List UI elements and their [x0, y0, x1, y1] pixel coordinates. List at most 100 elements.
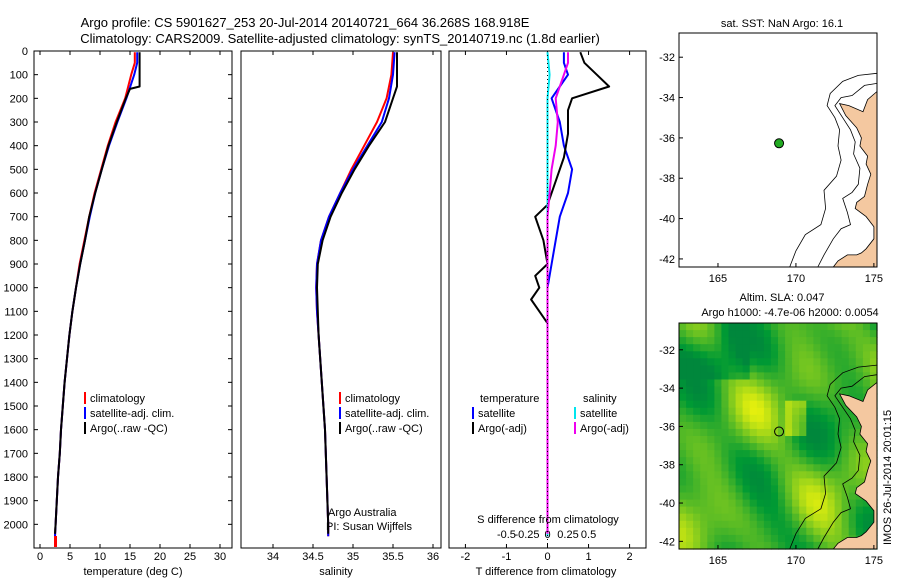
sla-cell: [679, 407, 687, 416]
sla-cell: [763, 344, 772, 352]
sla-cell: [799, 534, 807, 543]
sla-cell: [848, 443, 857, 451]
sla-cell: [693, 436, 701, 444]
y-tick-label: -40: [659, 214, 675, 226]
sla-cell: [869, 351, 878, 359]
sla-cell: [693, 478, 701, 487]
sla-cell: [792, 344, 800, 352]
y-tick-label: 1500: [4, 401, 28, 413]
sla-cell: [756, 358, 765, 366]
sla-cell: [792, 520, 800, 529]
sla-cell: [820, 344, 829, 352]
isobath-line: [817, 374, 878, 550]
sla-cell: [735, 421, 744, 430]
y-tick-label: -34: [659, 93, 675, 105]
sla-cell: [820, 492, 829, 501]
sla-cell: [834, 351, 843, 359]
sla-cell: [869, 358, 878, 366]
sla-cell: [799, 506, 807, 515]
sla-cell: [707, 492, 715, 501]
legend-swatch-climatology: [84, 392, 86, 404]
sla-cell: [792, 414, 800, 423]
sla-cell: [827, 471, 836, 479]
sla-cell: [855, 428, 864, 437]
sla-cell: [806, 527, 814, 536]
sla-cell: [679, 471, 687, 479]
sla-cell: [778, 443, 786, 451]
sla-cell: [735, 337, 744, 345]
sla-cell: [770, 485, 779, 494]
sla-cell: [735, 527, 744, 536]
altimetry-map-panel: -32 -34 -36 -38 -40 -42 165 170 175: [659, 322, 883, 567]
x-tick-label: 5: [67, 551, 73, 563]
sla-cell: [778, 485, 786, 494]
sla-cell: [735, 400, 744, 409]
sla-cell: [813, 421, 822, 430]
sla-cell: [820, 506, 829, 515]
sla-cell: [756, 344, 765, 352]
sla-cell: [728, 379, 737, 388]
sla-cell: [785, 506, 793, 515]
x-tick-label: 170: [787, 273, 805, 285]
sla-cell: [806, 344, 814, 352]
sla-cell: [749, 337, 758, 345]
sla-cell: [721, 323, 730, 331]
sla-cell: [827, 492, 836, 501]
sla-cell: [862, 499, 871, 508]
sla-cell: [820, 414, 829, 423]
sla-cell: [799, 351, 807, 359]
sla-cell: [827, 499, 836, 508]
x-tick-label: 15: [124, 551, 136, 563]
x-tick-label: 165: [709, 273, 727, 285]
sla-cell: [679, 513, 687, 522]
sla-cell: [686, 513, 694, 522]
sla-cell: [686, 344, 694, 352]
sla-cell: [813, 443, 822, 451]
y-tick-label: 1800: [4, 472, 28, 484]
sla-cell: [848, 527, 857, 536]
sla-cell: [714, 513, 723, 522]
sla-cell: [707, 464, 715, 472]
x-tick-label: 2: [627, 551, 633, 563]
sla-cell: [841, 365, 850, 374]
figure-title-line2: Climatology: CARS2009. Satellite-adjuste…: [80, 31, 600, 46]
sla-cell: [785, 499, 793, 508]
sla-cell: [855, 351, 864, 359]
sla-cell: [770, 520, 779, 529]
sla-cell: [862, 330, 871, 338]
sla-cell: [735, 358, 744, 366]
sla-cell: [778, 400, 786, 409]
legend-swatch-argo: [84, 422, 86, 434]
sla-cell: [778, 499, 786, 508]
sla-cell: [707, 506, 715, 515]
sla-cell: [770, 478, 779, 487]
sla-cell: [714, 471, 723, 479]
sla-cell: [848, 478, 857, 487]
sla-cell: [841, 428, 850, 437]
sla-cell: [742, 414, 751, 423]
sla-cell: [679, 337, 687, 345]
sla-cell: [721, 421, 730, 430]
sla-cell: [679, 428, 687, 437]
sla-cell: [707, 541, 715, 550]
sla-cell: [813, 428, 822, 437]
sla-cell: [799, 407, 807, 416]
sla-cell: [693, 365, 701, 374]
sla-cell: [728, 506, 737, 515]
sla-cell: [735, 379, 744, 388]
sla-cell: [862, 520, 871, 529]
sla-cell: [728, 358, 737, 366]
sla-cell: [763, 492, 772, 501]
sla-cell: [714, 520, 723, 529]
y-tick-label: 1000: [4, 283, 28, 295]
sla-cell: [721, 443, 730, 451]
sla-cell: [728, 393, 737, 402]
sla-cell: [834, 400, 843, 409]
sla-cell: [848, 520, 857, 529]
sla-cell: [707, 534, 715, 543]
legend-swatch-sal-argo: [574, 422, 576, 434]
sla-cell: [806, 379, 814, 388]
sla-cell: [848, 351, 857, 359]
sla-cell: [742, 513, 751, 522]
sla-cell: [827, 351, 836, 359]
